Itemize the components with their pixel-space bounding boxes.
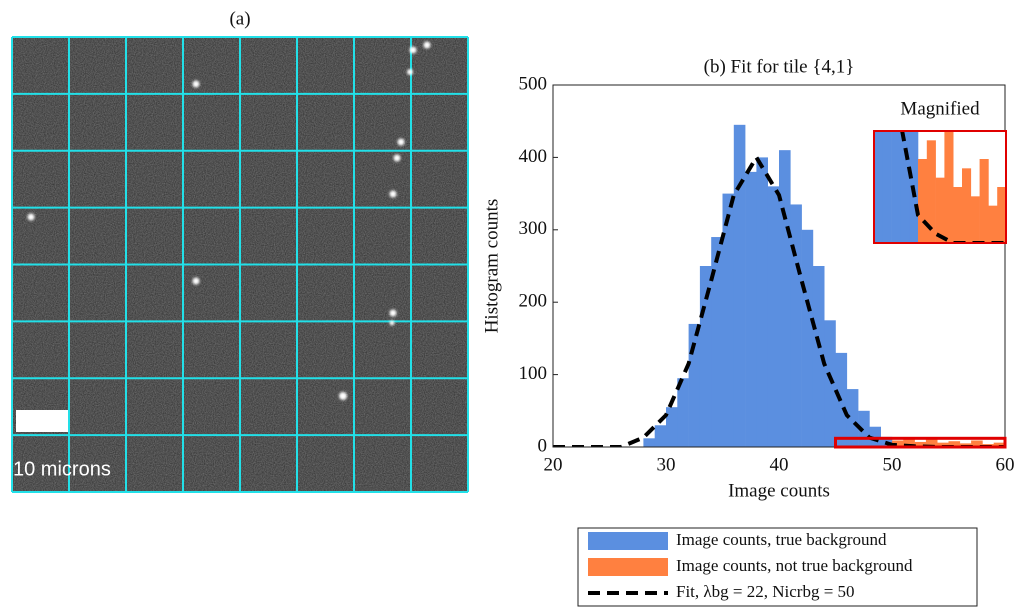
histogram-bar [858, 410, 870, 447]
histogram-bar [971, 440, 983, 447]
histogram-bar [937, 442, 949, 447]
y-tick-label: 300 [519, 218, 548, 239]
histogram-bar [830, 0, 839, 243]
y-tick-label: 400 [519, 146, 548, 167]
histogram-bar [801, 229, 814, 447]
y-axis-label: Histogram counts [481, 199, 502, 334]
legend-swatch [588, 532, 668, 550]
histogram-bar [666, 407, 678, 447]
histogram-bar [891, 131, 901, 243]
histogram-bar [856, 0, 865, 243]
inset-region [834, 436, 1007, 449]
histogram-bar [903, 439, 915, 447]
x-tick-label: 20 [544, 454, 563, 475]
y-tick-label: 200 [519, 291, 548, 312]
inset-frame [873, 130, 1007, 244]
histogram-bar [745, 171, 757, 447]
legend-label: Fit, λbg = 22, Nicrbg = 50 [676, 582, 855, 601]
x-tick-label: 40 [770, 454, 789, 475]
panel-b: (b) Fit for tile {4,1} Image counts Hist… [481, 0, 1015, 607]
histogram-bar [926, 140, 936, 243]
histogram-bar [935, 177, 945, 243]
plot-layer [804, 0, 1006, 243]
histogram-bar [654, 425, 667, 447]
legend-label: Image counts, not true background [676, 556, 913, 575]
histogram-bar [914, 441, 927, 447]
x-axis-label: Image counts [728, 480, 830, 501]
x-tick-label: 60 [996, 454, 1015, 475]
histogram-bar [848, 0, 857, 243]
histogram-bar [839, 0, 848, 243]
inset-title: Magnified [900, 98, 980, 119]
histogram-bar [824, 320, 836, 447]
histogram-bar [677, 378, 689, 447]
axes-frame [552, 84, 1006, 448]
legend-swatch [588, 558, 668, 576]
plot-layer [553, 124, 1005, 447]
histogram-bar [846, 389, 859, 447]
histogram-bar [993, 442, 1005, 447]
panel-a: (a) 10 microns [11, 8, 469, 493]
histogram-bar [953, 187, 963, 243]
histogram-bar [892, 440, 904, 447]
histogram-bar [688, 323, 701, 447]
legend-label: Image counts, true background [676, 530, 887, 549]
histogram-bar [988, 205, 998, 243]
histogram-bar [970, 196, 980, 243]
histogram-bar [882, 131, 892, 243]
histogram-bar [812, 266, 825, 447]
histogram-bar [918, 159, 928, 243]
x-tick-label: 30 [657, 454, 676, 475]
histogram-bar [997, 187, 1006, 243]
histogram-bar [900, 131, 910, 243]
histogram-bar [812, 0, 821, 243]
histogram-bar [874, 131, 884, 243]
y-tick-label: 100 [519, 363, 548, 384]
histogram-bar [874, 131, 875, 243]
y-tick-label: 0 [538, 435, 548, 456]
scale-bar [16, 410, 68, 432]
histogram-bar [756, 157, 768, 447]
histogram-bar [722, 193, 735, 447]
histogram-bar [699, 266, 712, 447]
tile-grid [11, 36, 469, 493]
histogram-bar [821, 0, 830, 243]
histogram-bar [711, 237, 723, 447]
y-tick-label: 500 [519, 73, 548, 94]
histogram-bar [643, 438, 655, 447]
chart-title: (b) Fit for tile {4,1} [704, 56, 855, 77]
histogram-bar [767, 186, 780, 447]
histogram-bar [944, 131, 954, 243]
panel-a-title: (a) [229, 8, 250, 29]
histogram-bar [790, 204, 802, 447]
histogram-bar [925, 438, 938, 447]
x-tick-label: 50 [883, 454, 902, 475]
scale-label: 10 microns [13, 458, 111, 480]
histogram-bar [779, 150, 791, 447]
histogram-bar [804, 0, 813, 243]
histogram-bar [962, 168, 972, 243]
histogram-bar [948, 441, 961, 447]
spots [27, 41, 431, 400]
histogram-bar [733, 124, 746, 447]
histogram-bar [979, 159, 989, 243]
